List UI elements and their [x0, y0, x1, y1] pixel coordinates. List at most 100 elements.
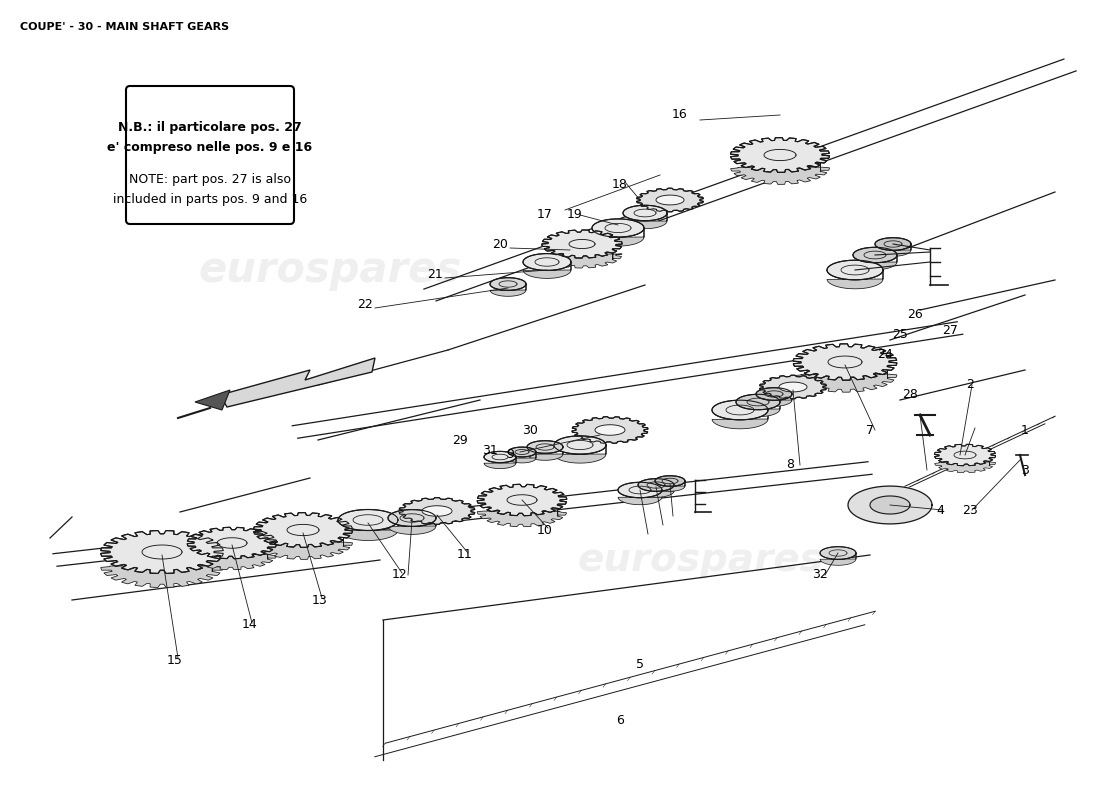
Text: 27: 27	[942, 323, 958, 337]
Polygon shape	[756, 394, 792, 406]
Polygon shape	[820, 553, 856, 566]
Polygon shape	[253, 513, 352, 547]
Polygon shape	[220, 358, 375, 407]
Polygon shape	[736, 402, 780, 417]
Polygon shape	[638, 485, 674, 498]
Polygon shape	[730, 155, 829, 184]
Polygon shape	[187, 527, 277, 558]
Polygon shape	[508, 452, 536, 463]
Text: 5: 5	[636, 658, 644, 671]
Polygon shape	[760, 375, 826, 398]
Polygon shape	[522, 254, 571, 270]
Polygon shape	[490, 278, 526, 290]
Polygon shape	[730, 138, 829, 172]
Polygon shape	[338, 510, 398, 530]
Polygon shape	[618, 482, 662, 498]
Polygon shape	[934, 444, 996, 466]
Text: 12: 12	[392, 569, 408, 582]
Polygon shape	[572, 417, 648, 443]
Polygon shape	[484, 457, 516, 469]
Text: NOTE: part pos. 27 is also: NOTE: part pos. 27 is also	[129, 174, 292, 186]
Polygon shape	[527, 447, 563, 460]
Polygon shape	[527, 441, 563, 454]
Text: 22: 22	[358, 298, 373, 311]
Text: 10: 10	[537, 523, 553, 537]
Polygon shape	[623, 213, 667, 229]
Polygon shape	[623, 206, 667, 221]
Polygon shape	[874, 244, 911, 256]
Polygon shape	[338, 520, 398, 541]
Polygon shape	[592, 228, 644, 246]
Polygon shape	[852, 247, 896, 262]
Text: 2: 2	[966, 378, 974, 391]
Text: 13: 13	[312, 594, 328, 606]
Polygon shape	[827, 270, 883, 289]
Text: 11: 11	[458, 549, 473, 562]
Polygon shape	[508, 447, 536, 457]
Text: 19: 19	[568, 209, 583, 222]
Text: included in parts pos. 9 and 16: included in parts pos. 9 and 16	[113, 194, 307, 206]
Polygon shape	[870, 496, 910, 514]
Text: 25: 25	[892, 329, 907, 342]
Polygon shape	[595, 425, 625, 435]
Text: 4: 4	[936, 503, 944, 517]
Text: 7: 7	[866, 423, 874, 437]
Polygon shape	[736, 394, 780, 410]
Polygon shape	[254, 530, 352, 559]
Polygon shape	[756, 388, 792, 400]
Text: 32: 32	[812, 569, 828, 582]
Polygon shape	[101, 552, 223, 587]
Polygon shape	[618, 490, 662, 505]
Text: e' compreso nelle pos. 9 e 16: e' compreso nelle pos. 9 e 16	[108, 142, 312, 154]
Text: 29: 29	[452, 434, 468, 446]
Polygon shape	[827, 260, 883, 280]
Polygon shape	[388, 510, 436, 526]
Text: 16: 16	[672, 109, 688, 122]
Text: 8: 8	[786, 458, 794, 471]
Text: 21: 21	[427, 269, 443, 282]
Polygon shape	[477, 484, 566, 516]
Text: 24: 24	[877, 349, 893, 362]
Text: 15: 15	[167, 654, 183, 666]
Text: 28: 28	[902, 389, 917, 402]
Text: 6: 6	[616, 714, 624, 726]
Polygon shape	[712, 410, 768, 429]
Polygon shape	[638, 478, 674, 491]
Polygon shape	[793, 344, 896, 380]
Polygon shape	[874, 238, 911, 250]
Polygon shape	[187, 543, 276, 570]
Text: 26: 26	[908, 309, 923, 322]
Polygon shape	[477, 500, 566, 526]
Text: 14: 14	[242, 618, 257, 631]
Polygon shape	[490, 284, 526, 296]
Text: 18: 18	[612, 178, 628, 191]
Text: eurospares: eurospares	[198, 249, 462, 291]
Text: 30: 30	[522, 423, 538, 437]
Polygon shape	[542, 244, 623, 268]
Text: 31: 31	[482, 443, 498, 457]
Polygon shape	[195, 390, 230, 410]
Polygon shape	[820, 546, 856, 559]
FancyBboxPatch shape	[126, 86, 294, 224]
Polygon shape	[522, 262, 571, 278]
Text: 9: 9	[506, 449, 514, 462]
Polygon shape	[554, 436, 606, 454]
Polygon shape	[484, 451, 516, 462]
Text: 1: 1	[1021, 423, 1028, 437]
Text: eurospares: eurospares	[578, 541, 823, 579]
Polygon shape	[779, 382, 807, 392]
Polygon shape	[388, 518, 436, 534]
Polygon shape	[935, 455, 996, 473]
Text: 20: 20	[492, 238, 508, 251]
Text: 17: 17	[537, 209, 553, 222]
Text: 3: 3	[1021, 463, 1028, 477]
Polygon shape	[654, 481, 685, 491]
Polygon shape	[422, 506, 452, 516]
Polygon shape	[542, 230, 623, 258]
Polygon shape	[101, 530, 223, 574]
Polygon shape	[637, 188, 703, 212]
Polygon shape	[712, 400, 768, 420]
Text: COUPE' - 30 - MAIN SHAFT GEARS: COUPE' - 30 - MAIN SHAFT GEARS	[20, 22, 229, 32]
Polygon shape	[848, 486, 932, 524]
Polygon shape	[852, 255, 896, 270]
